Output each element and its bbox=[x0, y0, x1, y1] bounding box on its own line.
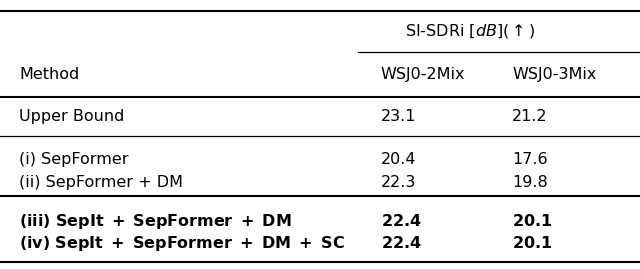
Text: $\mathbf{(iii)\ SepIt\ +\ SepFormer\ +\ DM}$: $\mathbf{(iii)\ SepIt\ +\ SepFormer\ +\ … bbox=[19, 212, 292, 231]
Text: 19.8: 19.8 bbox=[512, 175, 548, 190]
Text: WSJ0-3Mix: WSJ0-3Mix bbox=[512, 67, 596, 82]
Text: (i) SepFormer: (i) SepFormer bbox=[19, 152, 129, 167]
Text: WSJ0-2Mix: WSJ0-2Mix bbox=[381, 67, 465, 82]
Text: SI-SDRi $[dB]$($\uparrow$): SI-SDRi $[dB]$($\uparrow$) bbox=[405, 22, 536, 40]
Text: $\mathbf{22.4}$: $\mathbf{22.4}$ bbox=[381, 235, 422, 252]
Text: 20.4: 20.4 bbox=[381, 152, 416, 167]
Text: (ii) SepFormer + DM: (ii) SepFormer + DM bbox=[19, 175, 183, 190]
Text: 17.6: 17.6 bbox=[512, 152, 548, 167]
Text: 22.3: 22.3 bbox=[381, 175, 416, 190]
Text: Upper Bound: Upper Bound bbox=[19, 109, 125, 124]
Text: $\mathbf{20.1}$: $\mathbf{20.1}$ bbox=[512, 213, 552, 229]
Text: $\mathbf{(iv)\ SepIt\ +\ SepFormer\ +\ DM\ +\ SC}$: $\mathbf{(iv)\ SepIt\ +\ SepFormer\ +\ D… bbox=[19, 234, 345, 253]
Text: 21.2: 21.2 bbox=[512, 109, 548, 124]
Text: 23.1: 23.1 bbox=[381, 109, 416, 124]
Text: $\mathbf{22.4}$: $\mathbf{22.4}$ bbox=[381, 213, 422, 229]
Text: Method: Method bbox=[19, 67, 79, 82]
Text: $\mathbf{20.1}$: $\mathbf{20.1}$ bbox=[512, 235, 552, 252]
